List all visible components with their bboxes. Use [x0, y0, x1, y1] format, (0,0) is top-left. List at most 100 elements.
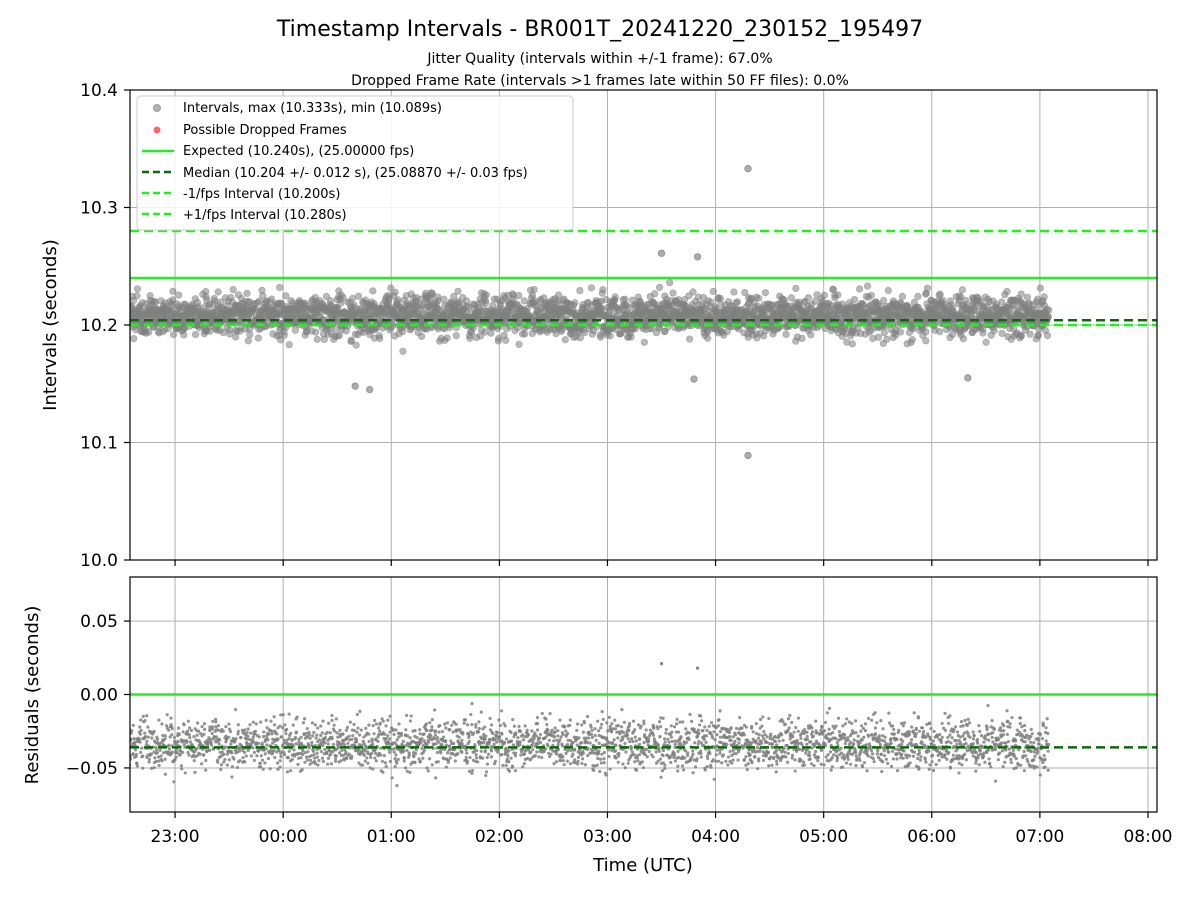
residual-point — [263, 761, 267, 765]
residual-point — [313, 762, 317, 766]
interval-point — [90, 303, 97, 310]
residual-point — [68, 735, 71, 738]
residual-point — [70, 738, 73, 741]
residual-point — [66, 718, 69, 721]
residual-point — [370, 739, 374, 743]
interval-point — [121, 307, 128, 314]
interval-point — [922, 337, 930, 345]
interval-point — [87, 292, 94, 299]
interval-point — [450, 292, 458, 301]
interval-point — [1040, 293, 1048, 301]
residual-point — [420, 736, 424, 741]
residual-point — [82, 737, 85, 740]
residual-point — [208, 748, 212, 752]
residual-point — [102, 730, 105, 733]
interval-point — [689, 288, 697, 296]
residual-point — [321, 744, 325, 748]
residual-point — [518, 740, 522, 744]
interval-point — [581, 329, 589, 337]
interval-point — [443, 334, 451, 342]
residual-point — [278, 724, 282, 728]
residual-point — [573, 758, 577, 762]
intervals-x-ticks — [174, 560, 1149, 566]
residual-point — [253, 732, 257, 736]
residual-point — [130, 737, 133, 741]
interval-point — [394, 296, 402, 304]
interval-point — [418, 332, 426, 340]
interval-point — [114, 302, 121, 309]
residual-point — [304, 731, 309, 735]
interval-point — [67, 296, 74, 303]
residual-point — [286, 756, 290, 760]
residual-point — [460, 750, 464, 754]
residual-point — [70, 741, 73, 744]
residual-point — [587, 736, 591, 740]
residual-point — [334, 717, 338, 721]
residual-point — [449, 739, 453, 743]
residual-point — [122, 761, 125, 764]
residual-point — [393, 757, 397, 761]
residual-point — [317, 758, 321, 763]
residual-point — [173, 758, 177, 762]
residual-point — [116, 750, 119, 753]
residual-point — [343, 748, 347, 752]
residual-point — [365, 756, 369, 760]
interval-point — [169, 331, 178, 339]
residual-point — [514, 732, 518, 737]
interval-point — [606, 332, 614, 340]
residual-point — [71, 725, 74, 728]
residual-point — [209, 741, 213, 745]
residual-point — [126, 735, 129, 738]
residual-point — [181, 750, 185, 754]
residual-point — [556, 747, 560, 752]
residual-point — [76, 743, 79, 746]
residual-point — [465, 751, 469, 755]
residual-point — [362, 753, 366, 757]
residual-point — [160, 759, 164, 763]
residual-point — [457, 735, 461, 739]
interval-point — [898, 292, 907, 301]
interval-point — [89, 309, 96, 316]
residual-point — [74, 748, 77, 751]
interval-point — [70, 311, 77, 318]
residual-point — [163, 757, 167, 761]
interval-point — [704, 328, 712, 336]
residual-point — [295, 715, 299, 719]
residual-point — [138, 725, 142, 729]
residual-point — [405, 769, 409, 773]
residual-point — [168, 735, 172, 739]
residual-point — [321, 719, 325, 723]
residual-point — [367, 723, 371, 727]
residual-point — [110, 746, 113, 749]
residual-point — [535, 728, 540, 732]
residual-point — [265, 743, 269, 747]
interval-point — [79, 303, 86, 310]
residual-point — [169, 716, 173, 720]
interval-point — [191, 330, 200, 339]
residual-point — [76, 735, 79, 738]
residual-point — [460, 741, 464, 746]
residual-point — [470, 768, 475, 773]
residual-point — [204, 768, 208, 772]
residual-point — [377, 732, 381, 737]
interval-point — [998, 329, 1006, 337]
residual-point — [75, 743, 78, 746]
interval-point — [884, 286, 892, 295]
residual-point — [332, 723, 336, 727]
residual-point — [469, 712, 473, 717]
residual-point — [220, 750, 224, 754]
residual-point — [333, 757, 338, 761]
residual-point — [393, 741, 397, 745]
interval-point — [74, 300, 81, 307]
residual-point — [546, 728, 550, 732]
residual-point — [82, 744, 85, 747]
residual-point — [448, 728, 452, 732]
interval-point — [66, 310, 73, 317]
interval-point — [88, 309, 95, 316]
residual-point — [583, 763, 587, 767]
residual-point — [160, 722, 164, 726]
residual-point — [388, 759, 392, 764]
residual-point — [87, 732, 90, 735]
residual-point — [348, 720, 352, 724]
interval-point — [65, 320, 72, 327]
